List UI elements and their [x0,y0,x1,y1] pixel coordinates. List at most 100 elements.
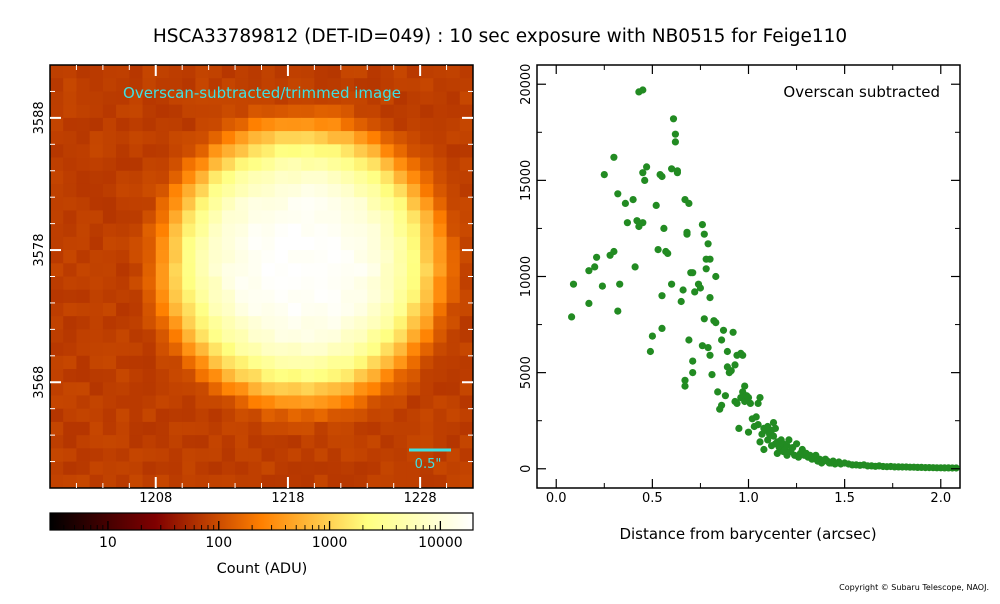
heatmap-cell [235,435,249,449]
heatmap-cell [102,474,117,489]
scatter-point [585,267,593,275]
heatmap-cell [208,91,223,106]
scatter-point [793,440,801,448]
heatmap-cell [367,435,381,449]
heatmap-cell [89,395,104,410]
heatmap-cell [248,263,262,277]
heatmap-cell [50,289,64,304]
heatmap-cell [354,78,368,92]
scatter-point [712,319,720,327]
heatmap-cell [76,131,91,145]
heatmap-cell [168,78,183,92]
heatmap-cell [116,183,130,198]
heatmap-cell [221,157,236,172]
heatmap-cell [76,302,91,317]
heatmap-cell [261,421,276,436]
heatmap-cell [208,104,223,119]
heatmap-cell [208,210,223,225]
heatmap-cell [182,263,196,277]
heatmap-cells [50,65,474,489]
heatmap-cell [76,250,91,264]
heatmap-cell [380,369,395,383]
heatmap-cell [287,276,302,291]
heatmap-cell [63,395,77,410]
heatmap-cell [142,210,157,225]
heatmap-cell [102,276,117,291]
heatmap-cell [155,421,170,436]
heatmap-cell [50,91,64,106]
heatmap-cell [287,435,302,449]
scatter-point [683,228,691,236]
heatmap-cell [354,65,368,79]
heatmap-cell [235,223,249,238]
heatmap-cell [76,435,91,449]
heatmap-cell [50,183,64,198]
heatmap-cell [446,435,461,449]
heatmap-cell [235,421,249,436]
heatmap-cell [50,461,64,476]
heatmap-cell [168,369,183,383]
heatmap-cell [393,474,408,489]
heatmap-cell [354,183,368,198]
heatmap-cell [327,474,342,489]
heatmap-cell [129,144,143,158]
heatmap-cell [248,408,262,423]
heatmap-cell [221,461,236,476]
scatter-point [660,224,668,232]
heatmap-cell [248,78,262,92]
heatmap-cell [380,435,395,449]
heatmap-cell [380,448,395,462]
heatmap-cell [89,236,104,251]
scatter-point [639,86,647,94]
heatmap-cell [354,316,368,330]
colorbar-label: Count (ADU) [217,561,308,577]
heatmap-cell [248,183,262,198]
heatmap-cell [287,65,302,79]
heatmap-cell [221,263,236,277]
scatter-point [712,272,720,281]
heatmap-cell [155,448,170,462]
heatmap-cell [182,382,196,396]
heatmap-cell [76,91,91,106]
heatmap-cell [354,342,368,357]
heatmap-cell [287,474,302,489]
heatmap-cell [102,157,117,172]
heatmap-cell [261,250,276,264]
heatmap-cell [195,197,210,211]
heatmap-cell [195,170,210,185]
heatmap-cell [314,448,328,462]
heatmap-cell [327,316,342,330]
heatmap-cell [248,250,262,264]
heatmap-cell [76,316,91,330]
heatmap-cell [89,448,104,462]
heatmap-cell [50,210,64,225]
heatmap-cell [274,210,289,225]
heatmap-cell [274,355,289,370]
heatmap-cell [261,461,276,476]
heatmap-cell [406,474,421,489]
heatmap-cell [221,78,236,92]
heatmap-cell [340,131,355,145]
heatmap-cell [459,342,474,357]
heatmap-cell [406,144,421,158]
heatmap-cell [221,289,236,304]
heatmap-cell [182,65,196,79]
heatmap-cell [274,170,289,185]
heatmap-cell [63,408,77,423]
heatmap-cell [367,302,381,317]
scatter-point [600,171,608,179]
heatmap-cell [301,408,315,423]
heatmap-cell [340,302,355,317]
scatter-x-tick-label: 2.0 [930,491,951,506]
heatmap-cell [446,170,461,185]
heatmap-cell [446,78,461,92]
heatmap-cell [182,78,196,92]
heatmap-cell [340,223,355,238]
heatmap-cell [168,223,183,238]
heatmap-cell [287,157,302,172]
scatter-point [658,324,666,332]
heatmap-cell [314,223,328,238]
scatter-point [706,294,714,302]
heatmap-cell [235,382,249,396]
scatter-point [685,199,693,207]
